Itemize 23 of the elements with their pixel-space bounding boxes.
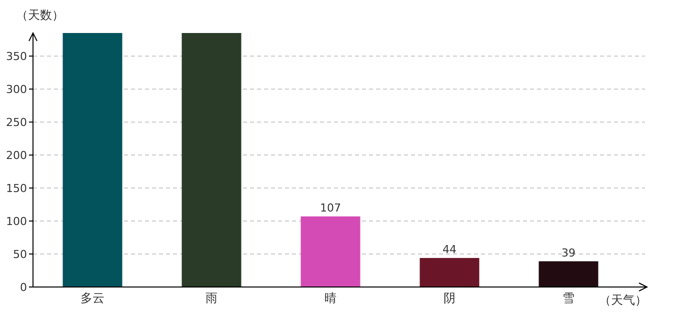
x-tick-label: 多云 <box>80 291 104 305</box>
y-tick-label: 50 <box>13 248 27 261</box>
y-tick-label: 250 <box>6 116 27 129</box>
bar <box>538 261 598 287</box>
data-label: 44 <box>442 242 456 256</box>
bar <box>182 33 242 287</box>
y-tick-label: 100 <box>6 214 27 228</box>
bar <box>62 33 122 287</box>
x-tick-label: 雨 <box>206 291 218 305</box>
y-tick-label: 0 <box>20 280 27 294</box>
x-tick-label: 雪 <box>562 291 574 305</box>
y-tick-label: 150 <box>6 182 27 195</box>
x-tick-label: 晴 <box>324 291 336 305</box>
x-axis-title: （天气） <box>599 293 647 307</box>
data-label: 39 <box>562 246 576 260</box>
y-tick-label: 200 <box>6 148 27 162</box>
bar <box>420 258 480 287</box>
y-tick-label: 300 <box>6 82 27 96</box>
y-axis-title: （天数） <box>16 8 64 22</box>
x-tick-label: 阴 <box>444 291 456 305</box>
data-label: 107 <box>320 201 341 214</box>
y-tick-label: 350 <box>6 50 27 63</box>
bar <box>300 216 360 287</box>
